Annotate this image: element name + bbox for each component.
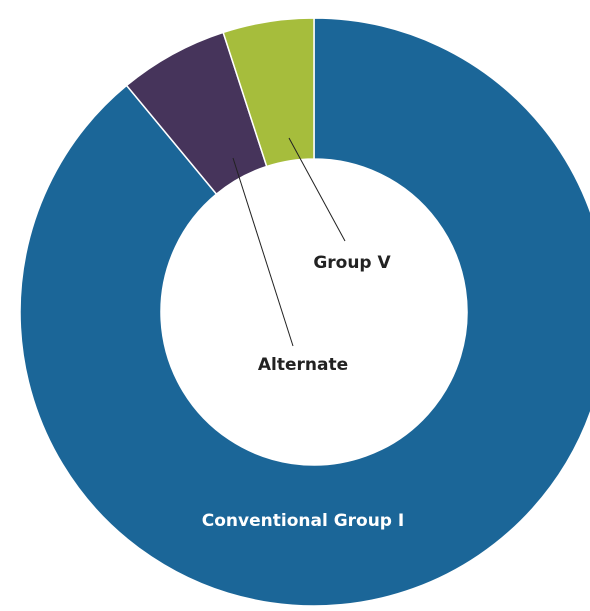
leader-line (232, 157, 294, 347)
donut-slice (19, 17, 590, 607)
slice-label: Alternate (258, 355, 348, 375)
slice-label: Group V (313, 253, 391, 273)
leader-line (288, 137, 346, 242)
donut-slice (222, 17, 315, 168)
slice-label: Conventional Group I (202, 511, 404, 531)
